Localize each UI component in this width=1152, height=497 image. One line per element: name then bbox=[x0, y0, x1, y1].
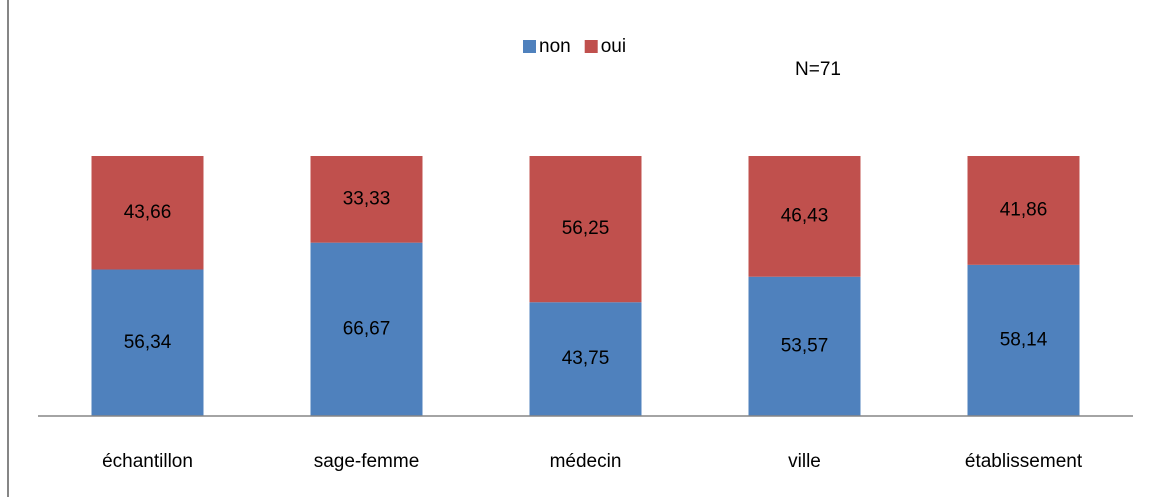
annotation: N=71 bbox=[795, 59, 841, 80]
bar-segment bbox=[748, 276, 861, 416]
data-label: 56,34 bbox=[124, 332, 172, 353]
data-label: 43,66 bbox=[124, 202, 172, 223]
data-label: 33,33 bbox=[343, 188, 391, 209]
data-label: 41,86 bbox=[1000, 199, 1048, 220]
data-label: 56,25 bbox=[562, 218, 610, 239]
bar-segment bbox=[748, 156, 861, 277]
legend-label: non bbox=[539, 36, 571, 57]
data-label: 46,43 bbox=[781, 205, 829, 226]
legend-swatch bbox=[584, 40, 598, 53]
bar-segment bbox=[529, 156, 642, 303]
data-label: 53,57 bbox=[781, 335, 829, 356]
x-tick-label: échantillon bbox=[102, 451, 193, 472]
legend-swatch bbox=[523, 40, 536, 53]
data-label: 43,75 bbox=[562, 348, 610, 369]
x-tick-label: établissement bbox=[965, 451, 1083, 472]
bar-segment bbox=[310, 242, 423, 416]
x-tick-label: sage-femme bbox=[314, 451, 420, 472]
bar-segment bbox=[310, 156, 423, 243]
bar-segment bbox=[967, 264, 1080, 416]
bar-segment bbox=[967, 156, 1080, 265]
legend-label: oui bbox=[601, 36, 626, 57]
x-tick-label: ville bbox=[788, 451, 821, 472]
bar-segment bbox=[91, 156, 204, 270]
data-label: 66,67 bbox=[343, 318, 391, 339]
data-label: 58,14 bbox=[1000, 329, 1048, 350]
x-tick-label: médecin bbox=[550, 451, 622, 472]
bar-segment bbox=[529, 302, 642, 416]
bar-segment bbox=[91, 269, 204, 416]
